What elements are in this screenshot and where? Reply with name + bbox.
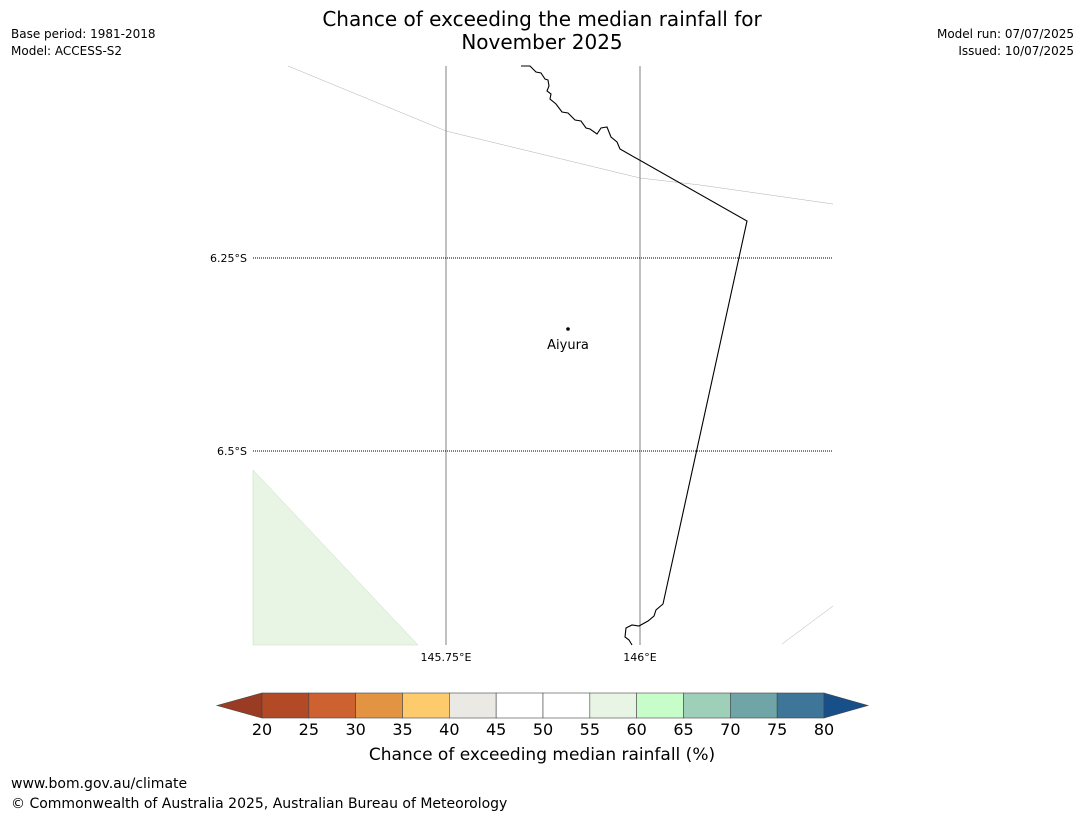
colorbar-bin [495,692,544,719]
lat-label-6-25: 6.25°S [210,252,247,265]
footer-url[interactable]: www.bom.gov.au/climate [11,776,188,792]
aiyura-marker [566,327,570,331]
model-run: Model run: 07/07/2025 [936,27,1074,41]
colorbar-bin [776,692,825,719]
colorbar-extend-low [215,692,263,719]
colorbar-tick-label: 70 [720,720,741,739]
boundary-line-bottom-right [781,605,834,645]
colorbar-tick-label: 25 [298,720,320,739]
colorbar-tick-label: 65 [673,720,694,739]
colorbar-bin [730,692,778,719]
boundary-line-top [287,65,834,205]
meta-right: Model run: 07/07/2025 Issued: 10/07/2025 [937,26,1074,60]
border-line [521,65,748,646]
colorbar-tick-label: 45 [485,720,507,739]
colorbar-bin [308,692,356,719]
colorbar-tick-label: 55 [579,720,601,739]
forecast-region-55-60 [252,469,419,646]
colorbar-bin [589,692,637,719]
colorbar-tick-label: 80 [813,720,835,739]
lon-label-146: 146°E [623,651,656,664]
colorbar-tick-label: 30 [345,720,366,739]
lon-label-145-75: 145.75°E [421,651,472,664]
title-line-2: November 2025 [461,30,623,54]
colorbar-tick-label: 60 [626,720,647,739]
colorbar-bin [449,692,497,719]
colorbar [215,692,870,719]
map-title: Chance of exceeding the median rainfall … [292,8,792,54]
colorbar-extend-high [823,692,870,719]
aiyura-label: Aiyura [547,338,589,353]
issued-date: Issued: 10/07/2025 [958,44,1074,58]
colorbar-label: Chance of exceeding median rainfall (%) [368,745,716,765]
colorbar-bin [355,692,403,719]
colorbar-bin [636,692,684,719]
base-period: Base period: 1981-2018 [11,27,156,41]
model-name: Model: ACCESS-S2 [11,44,123,58]
colorbar-ticks: 20 25 30 35 40 45 50 55 60 65 70 75 80 [0,720,1085,740]
footer-copyright: © Commonwealth of Australia 2025, Austra… [11,796,508,812]
colorbar-tick-label: 40 [439,720,460,739]
colorbar-bin [261,692,310,719]
title-line-1: Chance of exceeding the median rainfall … [322,7,762,31]
colorbar-tick-label: 20 [251,720,273,739]
colorbar-bin [683,692,731,719]
colorbar-bin [402,692,450,719]
colorbar-tick-label: 50 [532,720,554,739]
colorbar-tick-label: 75 [766,720,788,739]
lat-label-6-5: 6.5°S [217,445,247,458]
colorbar-tick-label: 35 [392,720,413,739]
meta-left: Base period: 1981-2018 Model: ACCESS-S2 [11,26,156,60]
colorbar-bin [542,692,591,719]
